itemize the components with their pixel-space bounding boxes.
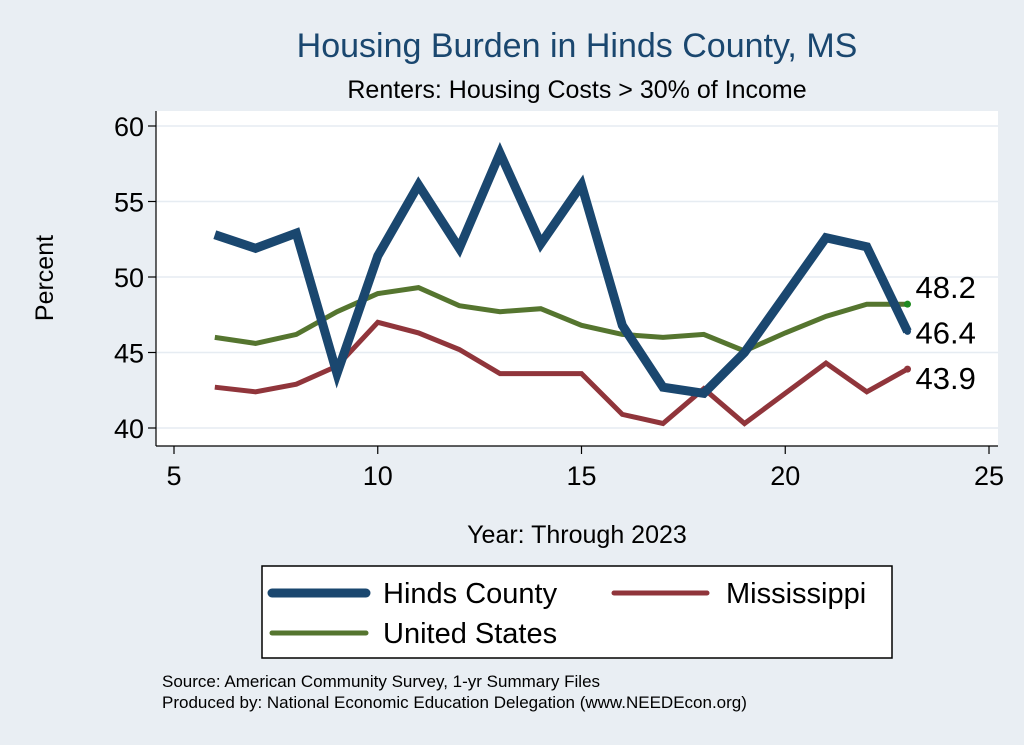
source-note: Source: American Community Survey, 1-yr … [162, 672, 600, 691]
y-tick-label-50: 50 [114, 263, 144, 293]
end-label-hinds-county: 46.4 [916, 315, 976, 350]
legend-label-united-states: United States [383, 618, 557, 650]
end-label-united-states: 48.2 [916, 270, 976, 305]
x-axis-label: Year: Through 2023 [467, 521, 687, 549]
y-axis-label: Percent [31, 235, 59, 321]
series-lines [213, 142, 912, 427]
gridlines [156, 125, 998, 429]
series-line-hinds-county [213, 142, 912, 399]
legend-label-mississippi: Mississippi [726, 578, 866, 610]
series-line-mississippi [214, 319, 909, 427]
y-tick-label-40: 40 [114, 414, 144, 444]
end-marker-mississippi [904, 365, 911, 373]
legend-label-hinds-county: Hinds County [383, 578, 558, 610]
chart-title: Housing Burden in Hinds County, MS [297, 27, 858, 65]
y-tick-label-60: 60 [114, 112, 144, 142]
end-label-mississippi: 43.9 [916, 361, 976, 396]
chart-subtitle: Renters: Housing Costs > 30% of Income [347, 76, 806, 104]
plot-area [156, 111, 998, 446]
x-tick-label-20: 20 [770, 461, 800, 491]
x-tick-label-15: 15 [566, 461, 596, 491]
x-tick-label-25: 25 [974, 461, 1004, 491]
x-tick-label-10: 10 [363, 461, 393, 491]
y-tick-label-45: 45 [114, 339, 144, 369]
end-marker-united-states [904, 300, 911, 308]
series-line-united-states [214, 285, 908, 354]
y-tick-label-55: 55 [114, 188, 144, 218]
x-tick-label-5: 5 [166, 461, 181, 491]
producer-note: Produced by: National Economic Education… [162, 693, 747, 712]
x-axis-ticks: 5 10 15 20 25 [166, 446, 1004, 491]
y-axis-ticks: 40 45 50 55 60 [114, 112, 156, 444]
end-marker-hinds-county [904, 327, 911, 335]
legend: Hinds County Mississippi United States [261, 565, 893, 659]
legend-box [261, 565, 893, 659]
end-labels: 48.2 46.4 43.9 [904, 270, 976, 396]
